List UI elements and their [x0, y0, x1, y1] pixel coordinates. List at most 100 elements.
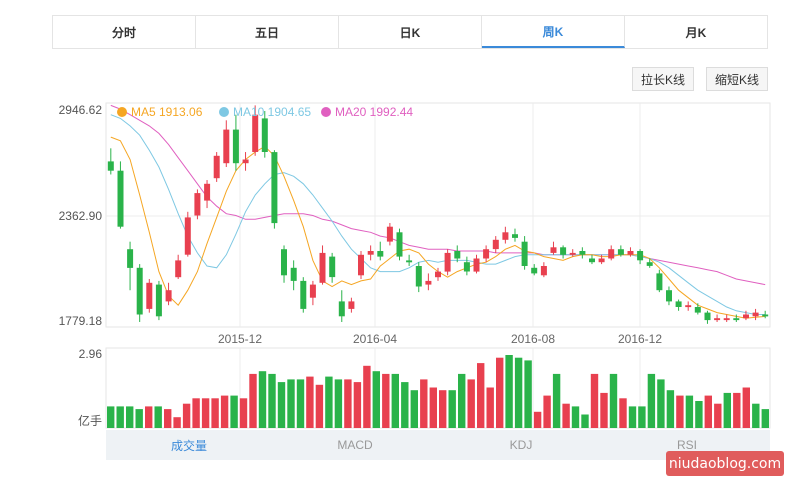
candle-body [300, 280, 307, 309]
candle-body [463, 262, 470, 272]
legend-ma10-dot [219, 107, 229, 117]
tab-daily-k[interactable]: 日K [339, 16, 482, 48]
candle-body [309, 284, 316, 298]
candle-body [425, 280, 432, 285]
volume-bar [420, 379, 428, 428]
volume-bar [761, 409, 769, 428]
candle-body [637, 251, 644, 261]
volume-bar [704, 395, 712, 428]
volume-bar [590, 373, 599, 428]
candle-body [367, 251, 374, 255]
volume-bar [429, 387, 437, 428]
candle-body [271, 152, 278, 224]
watermark: niudaoblog.com [666, 451, 784, 476]
volume-bar [543, 395, 551, 428]
volume-bar [676, 395, 684, 428]
indicator-tabs: 成交量 MACD KDJ RSI [106, 430, 770, 460]
candle-body [136, 267, 143, 315]
price-panel-frame [105, 102, 771, 328]
candle-body [444, 252, 451, 272]
volume-bar [562, 403, 570, 428]
candle-body [685, 305, 692, 308]
volume-bar [401, 382, 409, 428]
tab-rsi[interactable]: RSI [676, 438, 697, 452]
volume-bar [249, 373, 257, 428]
ma10-line [110, 114, 766, 315]
tab-kdj[interactable]: KDJ [509, 438, 533, 452]
candle-body [358, 254, 364, 276]
tab-intraday[interactable]: 分时 [53, 16, 196, 48]
candle-body [646, 262, 653, 266]
volume-bar [477, 363, 485, 428]
candle-body [184, 217, 191, 255]
volume-bar [723, 392, 731, 428]
volume-bar [268, 373, 276, 428]
tab-five-day[interactable]: 五日 [196, 16, 339, 48]
y-tick-label: 2362.90 [59, 209, 103, 223]
candle-body [165, 290, 172, 302]
volume-bar [372, 371, 380, 428]
volume-bar [239, 398, 248, 428]
volume-bar [173, 417, 181, 428]
candle-body [483, 249, 490, 259]
candle-body [521, 241, 528, 266]
volume-bar [496, 357, 504, 428]
volume-bar [666, 390, 675, 428]
volume-bar [514, 357, 523, 428]
candle-body [656, 273, 663, 291]
candle-body [194, 193, 201, 216]
candle-body [704, 312, 711, 321]
tab-volume[interactable]: 成交量 [170, 438, 207, 453]
x-tick-label: 2016-12 [618, 332, 662, 346]
candle-body [598, 258, 605, 263]
volume-bar [277, 382, 286, 428]
volume-bar [695, 401, 703, 428]
volume-bar [638, 406, 646, 428]
volume-bar [363, 365, 371, 428]
candle-body [569, 252, 576, 255]
candle-body [377, 251, 384, 257]
volume-bar [533, 411, 542, 428]
volume-bar [742, 387, 750, 428]
candle-body [694, 307, 701, 313]
candle-body [743, 314, 749, 319]
volume-bar [714, 403, 722, 428]
volume-bar [325, 376, 333, 428]
volume-unit-label: 亿手 [78, 413, 102, 428]
tab-weekly-k[interactable]: 周K [482, 16, 625, 48]
candle-body [512, 234, 518, 238]
volume-bar [154, 406, 162, 428]
volume-bar [211, 398, 219, 428]
candle-body [540, 266, 547, 276]
extend-kline-button[interactable]: 拉长K线 [632, 67, 695, 91]
volume-bar [685, 395, 694, 428]
candle-body [338, 301, 345, 317]
tab-macd[interactable]: MACD [337, 438, 373, 452]
candle-body [550, 247, 557, 253]
volume-bar [657, 379, 665, 428]
volume-bar [296, 379, 305, 428]
volume-bar [619, 398, 627, 428]
x-tick-label: 2016-04 [353, 332, 397, 346]
volume-bar [581, 414, 589, 428]
legend-ma20-label: MA20 1992.44 [335, 105, 413, 119]
y-tick-label: 1779.18 [59, 314, 103, 328]
volume-bar [258, 371, 267, 428]
shorten-kline-button[interactable]: 缩短K线 [706, 67, 769, 91]
legend-ma20-dot [321, 107, 331, 117]
volume-bar [220, 395, 229, 428]
volume-bar [164, 409, 172, 428]
candle-body [155, 284, 162, 317]
x-tick-label: 2016-08 [511, 332, 555, 346]
volume-bar [486, 387, 494, 428]
candle-body [127, 249, 134, 268]
candle-body [117, 170, 124, 227]
candle-body [560, 247, 567, 255]
candle-body [762, 314, 769, 317]
candle-body [531, 267, 538, 274]
candle-body [435, 271, 441, 278]
tab-monthly-k[interactable]: 月K [685, 25, 707, 40]
volume-bar [382, 373, 390, 428]
period-tabs: 分时 五日 日K 周K 月K [52, 15, 768, 49]
volume-bar [145, 406, 153, 428]
